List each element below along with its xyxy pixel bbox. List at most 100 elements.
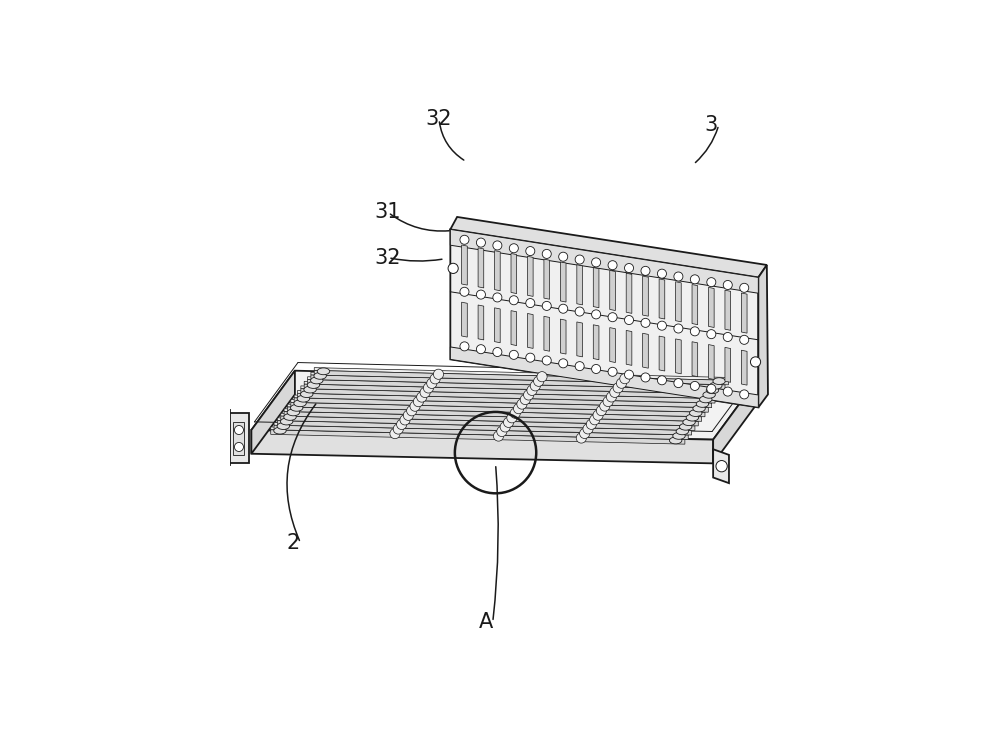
Polygon shape <box>251 430 713 463</box>
Circle shape <box>407 406 417 416</box>
Circle shape <box>586 419 596 429</box>
Circle shape <box>542 250 551 258</box>
Circle shape <box>503 417 514 427</box>
Circle shape <box>234 443 243 451</box>
Circle shape <box>509 244 518 252</box>
Circle shape <box>559 359 568 368</box>
Circle shape <box>497 426 507 437</box>
Polygon shape <box>577 322 582 357</box>
Polygon shape <box>450 229 758 294</box>
Text: 31: 31 <box>374 203 401 222</box>
Circle shape <box>590 415 600 425</box>
Polygon shape <box>708 288 714 327</box>
Circle shape <box>625 370 634 379</box>
Circle shape <box>674 379 683 388</box>
Polygon shape <box>304 384 718 399</box>
Circle shape <box>427 378 437 388</box>
Ellipse shape <box>673 432 685 439</box>
Polygon shape <box>511 253 517 294</box>
Ellipse shape <box>706 387 719 393</box>
Circle shape <box>527 385 537 396</box>
Polygon shape <box>725 290 731 330</box>
Circle shape <box>657 321 666 330</box>
Polygon shape <box>223 410 230 465</box>
Circle shape <box>500 422 510 432</box>
Circle shape <box>608 313 617 321</box>
Ellipse shape <box>686 414 699 421</box>
Circle shape <box>493 431 504 441</box>
Circle shape <box>460 236 469 244</box>
Circle shape <box>596 406 607 415</box>
Polygon shape <box>450 347 758 407</box>
Polygon shape <box>251 371 756 440</box>
Polygon shape <box>274 422 688 435</box>
Circle shape <box>448 264 458 274</box>
Circle shape <box>534 377 544 386</box>
Circle shape <box>620 374 630 384</box>
Circle shape <box>542 302 551 310</box>
Circle shape <box>600 401 610 411</box>
Circle shape <box>690 382 699 390</box>
Circle shape <box>526 299 535 308</box>
Circle shape <box>524 390 534 400</box>
Circle shape <box>559 304 568 313</box>
Text: 32: 32 <box>425 109 451 129</box>
Circle shape <box>460 342 469 351</box>
Polygon shape <box>478 305 484 340</box>
Circle shape <box>509 296 518 305</box>
Polygon shape <box>593 268 599 308</box>
Ellipse shape <box>297 396 310 402</box>
Ellipse shape <box>693 405 705 412</box>
Circle shape <box>234 426 243 435</box>
Polygon shape <box>229 413 249 463</box>
Circle shape <box>625 316 634 324</box>
Circle shape <box>707 384 716 393</box>
Polygon shape <box>284 409 698 421</box>
Ellipse shape <box>317 368 330 374</box>
Circle shape <box>610 388 620 397</box>
Polygon shape <box>560 262 566 302</box>
Polygon shape <box>294 398 708 413</box>
Circle shape <box>583 424 593 434</box>
Circle shape <box>413 396 423 407</box>
Circle shape <box>580 429 590 438</box>
Circle shape <box>750 357 761 367</box>
Polygon shape <box>577 265 582 305</box>
Circle shape <box>403 410 413 421</box>
Polygon shape <box>314 371 728 385</box>
Polygon shape <box>713 449 729 483</box>
Circle shape <box>606 392 617 402</box>
Ellipse shape <box>683 419 695 426</box>
Circle shape <box>493 241 502 250</box>
Circle shape <box>514 404 524 414</box>
Polygon shape <box>308 377 722 390</box>
Polygon shape <box>495 250 500 291</box>
Polygon shape <box>626 330 632 366</box>
Polygon shape <box>301 389 715 403</box>
Circle shape <box>410 401 420 411</box>
Polygon shape <box>544 259 550 299</box>
Polygon shape <box>478 248 484 288</box>
Circle shape <box>509 350 518 360</box>
Polygon shape <box>560 319 566 354</box>
Polygon shape <box>291 402 705 417</box>
Circle shape <box>576 433 586 443</box>
Circle shape <box>520 394 530 404</box>
Circle shape <box>400 415 410 425</box>
Circle shape <box>507 413 517 423</box>
Circle shape <box>476 290 485 299</box>
Polygon shape <box>527 313 533 349</box>
Ellipse shape <box>690 410 702 416</box>
Circle shape <box>723 333 732 341</box>
Polygon shape <box>311 372 725 385</box>
Circle shape <box>526 353 535 362</box>
Polygon shape <box>450 217 767 277</box>
Circle shape <box>707 277 716 287</box>
Polygon shape <box>462 302 467 337</box>
Circle shape <box>674 324 683 333</box>
Polygon shape <box>725 347 731 382</box>
Circle shape <box>723 387 732 396</box>
Ellipse shape <box>669 437 682 444</box>
Circle shape <box>740 335 749 344</box>
Polygon shape <box>281 413 695 426</box>
